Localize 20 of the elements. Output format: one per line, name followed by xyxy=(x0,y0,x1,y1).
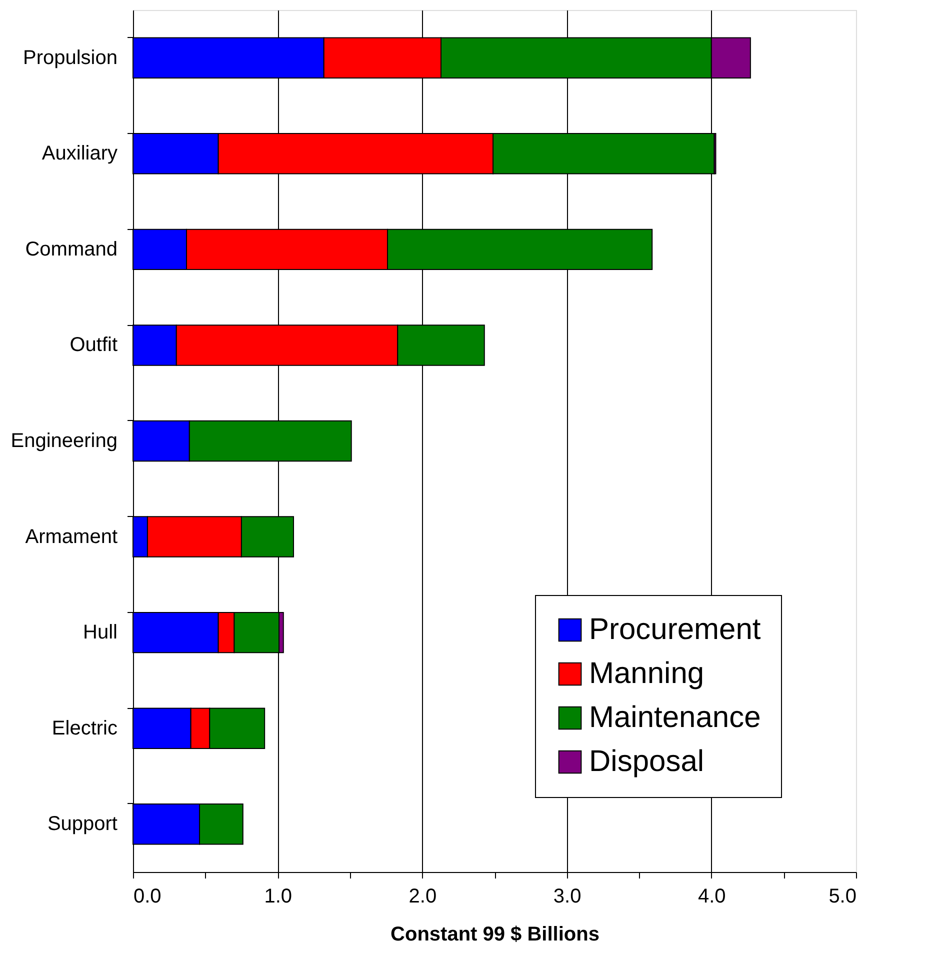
y-tick-label: Armament xyxy=(25,526,118,548)
x-tick-label: 4.0 xyxy=(698,886,726,908)
legend-label: Maintenance xyxy=(589,701,761,734)
y-tick-label: Electric xyxy=(52,717,118,740)
y-tick-label: Support xyxy=(47,813,118,836)
legend-label: Procurement xyxy=(589,613,762,646)
y-tick-label: Engineering xyxy=(10,430,118,452)
x-tick-label: 1.0 xyxy=(264,886,292,908)
x-axis-title: Constant 99 $ Billions xyxy=(390,924,600,946)
x-tick-label: 0.0 xyxy=(134,886,162,908)
legend-label: Disposal xyxy=(589,745,704,778)
y-tick-label: Auxiliary xyxy=(42,142,118,165)
y-tick-label: Outfit xyxy=(70,334,118,356)
x-tick-label: 5.0 xyxy=(828,886,856,908)
y-tick-label: Propulsion xyxy=(22,46,118,69)
y-tick-label: Hull xyxy=(83,622,118,644)
x-tick-label: 3.0 xyxy=(553,886,582,908)
y-tick-label: Command xyxy=(25,238,118,260)
legend-label: Manning xyxy=(589,657,704,690)
x-tick-label: 2.0 xyxy=(408,886,437,908)
